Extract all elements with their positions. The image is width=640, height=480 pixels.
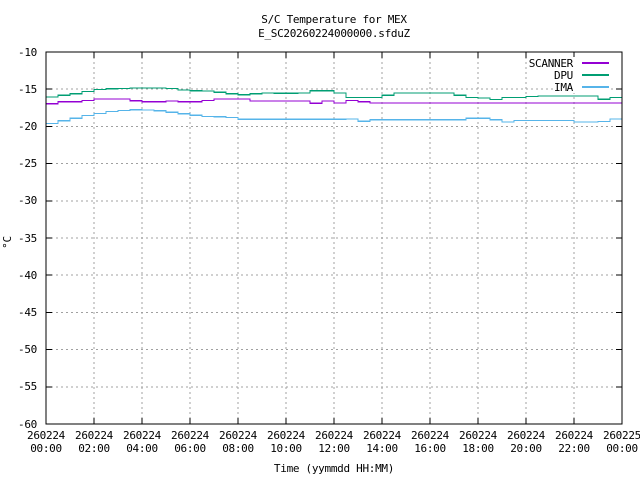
x-tick-label: 260224 16:00 [411, 429, 449, 455]
legend-line-sample [582, 86, 609, 88]
x-tick-label: 260224 14:00 [363, 429, 401, 455]
legend-item-scanner: SCANNER [528, 56, 609, 70]
y-tick-label: -25 [18, 157, 37, 171]
legend-line-sample [582, 62, 609, 64]
y-tick-label: -20 [18, 119, 37, 133]
legend-label: IMA [554, 80, 573, 94]
y-tick-label: -50 [18, 343, 37, 357]
y-tick-label: -60 [18, 417, 37, 431]
legend-label: DPU [554, 68, 573, 82]
y-tick-label: -30 [18, 194, 37, 208]
plot-frame [45, 51, 623, 425]
gridlines [46, 52, 622, 424]
x-tick-label: 260224 10:00 [267, 429, 305, 455]
y-tick-label: -40 [18, 268, 37, 282]
legend-line-sample [582, 74, 609, 76]
y-tick-label: -15 [18, 82, 37, 96]
x-tick-label: 260224 18:00 [459, 429, 497, 455]
x-tick-label: 260224 04:00 [123, 429, 161, 455]
x-tick-label: 260224 20:00 [507, 429, 545, 455]
y-tick-label: -55 [18, 380, 37, 394]
legend: SCANNER DPU IMA [528, 56, 609, 94]
series-scanner [46, 98, 622, 105]
legend-label: SCANNER [528, 56, 574, 70]
chart-subtitle: E_SC20260224000000.sfduZ [258, 27, 410, 40]
x-tick-label: 260225 00:00 [603, 429, 640, 455]
y-tick-label: -45 [18, 305, 37, 319]
x-tick-label: 260224 22:00 [555, 429, 593, 455]
legend-item-ima: IMA [554, 80, 609, 94]
x-tick-label: 260224 02:00 [75, 429, 113, 455]
x-tick-label: 260224 08:00 [219, 429, 257, 455]
x-tick-label: 260224 12:00 [315, 429, 353, 455]
y-tick-label: -35 [18, 231, 37, 245]
x-tick-label: 260224 00:00 [27, 429, 65, 455]
x-axis-label: Time (yymmdd HH:MM) [273, 462, 395, 475]
legend-item-dpu: DPU [554, 68, 609, 82]
y-tick-label: -10 [18, 45, 37, 59]
series-ima [46, 109, 622, 125]
chart-title: S/C Temperature for MEX [261, 13, 407, 26]
x-tick-label: 260224 06:00 [171, 429, 209, 455]
series-dpu [46, 87, 622, 101]
